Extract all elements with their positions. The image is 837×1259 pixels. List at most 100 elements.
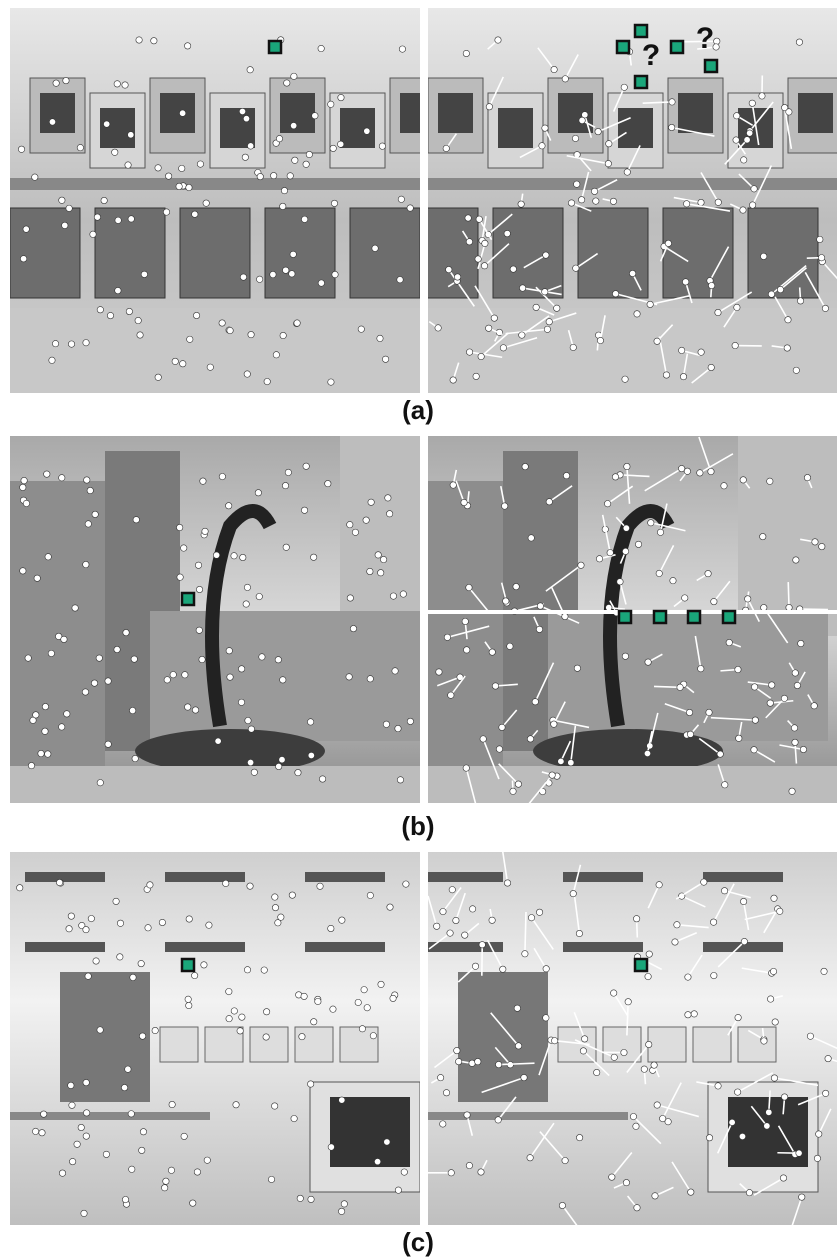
computer — [250, 1027, 288, 1062]
feature-point — [527, 1155, 533, 1161]
feature-point — [579, 117, 585, 123]
feature-point — [807, 1033, 813, 1039]
query-square — [688, 611, 700, 623]
feature-point — [510, 788, 516, 794]
feature-point — [378, 981, 384, 987]
feature-point — [400, 591, 406, 597]
feature-point — [647, 301, 653, 307]
feature-point — [537, 603, 543, 609]
feature-point — [350, 625, 356, 631]
building — [408, 481, 503, 781]
feature-point — [542, 289, 548, 295]
feature-point — [751, 186, 757, 192]
feature-point — [476, 216, 482, 222]
feature-point — [633, 916, 639, 922]
feature-point — [179, 165, 185, 171]
feature-point — [663, 372, 669, 378]
feature-point — [379, 143, 385, 149]
feature-point — [263, 1034, 269, 1040]
question-mark: ? — [696, 22, 714, 55]
feature-point — [139, 1033, 145, 1039]
feature-point — [544, 326, 550, 332]
feature-point — [81, 1210, 87, 1216]
feature-point — [659, 1115, 665, 1121]
feature-point — [478, 353, 484, 359]
feature-point — [793, 557, 799, 563]
feature-point — [105, 678, 111, 684]
feature-point — [243, 601, 249, 607]
screen — [678, 93, 713, 133]
feature-point — [399, 46, 405, 52]
feature-point — [652, 1193, 658, 1199]
feature-point — [380, 556, 386, 562]
feature-point — [180, 361, 186, 367]
feature-point — [708, 468, 714, 474]
feature-point — [634, 1205, 640, 1211]
feature-point — [197, 161, 203, 167]
feature-point — [610, 198, 616, 204]
feature-point — [128, 1111, 134, 1117]
feature-point — [629, 270, 635, 276]
feature-point — [440, 908, 446, 914]
feature-point — [732, 342, 738, 348]
feature-point — [395, 1187, 401, 1193]
feature-point — [453, 917, 459, 923]
feature-point — [325, 480, 331, 486]
feature-point — [285, 469, 291, 475]
feature-point — [549, 772, 555, 778]
feature-point — [181, 545, 187, 551]
feature-point — [239, 1014, 245, 1020]
feature-point — [715, 199, 721, 205]
feature-point — [771, 895, 777, 901]
feature-point — [562, 613, 568, 619]
feature-point — [281, 187, 287, 193]
feature-point — [363, 517, 369, 523]
screen — [280, 93, 315, 133]
feature-point — [654, 338, 660, 344]
feature-point — [306, 151, 312, 157]
feature-point — [514, 1005, 520, 1011]
feature-point — [473, 373, 479, 379]
feature-point — [237, 1028, 243, 1034]
computer — [160, 1027, 198, 1062]
ceiling-light — [703, 872, 783, 882]
feature-point — [455, 1058, 461, 1064]
feature-point — [138, 960, 144, 966]
feature-point — [568, 200, 574, 206]
feature-point — [317, 883, 323, 889]
feature-point — [466, 239, 472, 245]
screen — [498, 108, 533, 148]
feature-point — [781, 695, 787, 701]
feature-point — [611, 1054, 617, 1060]
feature-point — [33, 712, 39, 718]
feature-point — [570, 890, 576, 896]
query-square — [705, 60, 717, 72]
feature-point — [648, 520, 654, 526]
feature-point — [448, 1170, 454, 1176]
feature-point — [312, 113, 318, 119]
feature-point — [199, 656, 205, 662]
feature-point — [489, 649, 495, 655]
feature-point — [448, 692, 454, 698]
feature-point — [244, 371, 250, 377]
feature-point — [83, 1133, 89, 1139]
feature-point — [682, 595, 688, 601]
feature-point — [752, 717, 758, 723]
feature-point — [332, 271, 338, 277]
feature-point — [551, 66, 557, 72]
feature-point — [103, 121, 109, 127]
computer — [648, 1027, 686, 1062]
feature-point — [454, 1047, 460, 1053]
feature-point — [358, 326, 364, 332]
feature-point — [32, 1128, 38, 1134]
feature-point — [377, 335, 383, 341]
feature-point — [303, 463, 309, 469]
query-square — [269, 41, 281, 53]
feature-point — [794, 682, 800, 688]
feature-point — [576, 930, 582, 936]
feature-point — [139, 1147, 145, 1153]
feature-point — [193, 312, 199, 318]
feature-point — [407, 718, 413, 724]
feature-point — [346, 674, 352, 680]
feature-point — [822, 305, 828, 311]
